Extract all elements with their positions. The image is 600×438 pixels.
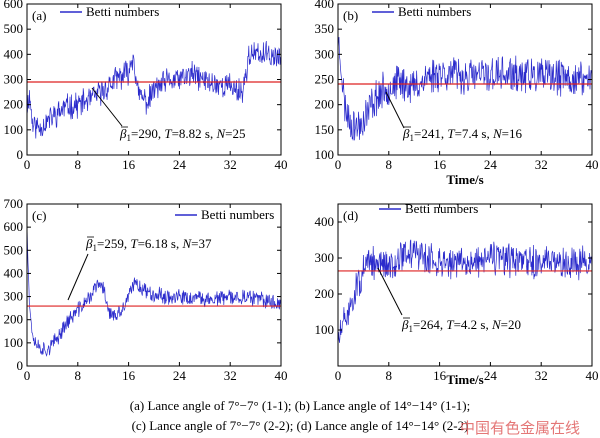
- x-tick-label: 16: [122, 368, 136, 383]
- x-tick-label: 16: [433, 157, 447, 172]
- annotation-arrow: [67, 253, 89, 301]
- y-tick-label: 300: [315, 250, 335, 265]
- y-tick-label: 500: [4, 21, 24, 36]
- plot-frame: [26, 203, 282, 367]
- chart-panel-d: 0 8 16 24 32 40 100 200 300 400 (d) Betti numbers Ti…: [315, 201, 599, 387]
- y-tick-label: 700: [4, 196, 24, 211]
- y-tick-label: 500: [4, 242, 24, 257]
- x-tick-label: 8: [75, 368, 82, 383]
- legend-label: Betti numbers: [398, 4, 471, 19]
- series-betti-numbers: [27, 225, 281, 357]
- annotation-arrow: [91, 87, 123, 127]
- annotation-text: β1=290, T=8.82 s, N=25: [119, 126, 245, 143]
- panel-label: (a): [32, 8, 46, 23]
- watermark-text: 中国有色金属在线: [460, 419, 581, 437]
- series-betti-numbers: [338, 36, 592, 141]
- x-tick-label: 24: [484, 157, 498, 172]
- caption-line-1: (a) Lance angle of 7°−7° (1-1); (b) Lanc…: [129, 398, 471, 413]
- x-axis-label: Time/s: [446, 172, 483, 187]
- y-tick-label: 150: [315, 122, 335, 137]
- y-tick-label: 200: [315, 286, 335, 301]
- y-tick-label: 100: [315, 322, 335, 337]
- x-tick-label: 0: [335, 368, 342, 383]
- panel-label: (c): [32, 208, 46, 223]
- y-tick-label: 200: [4, 312, 24, 327]
- y-tick-label: 300: [4, 289, 24, 304]
- legend-label: Betti numbers: [405, 201, 478, 216]
- annotation-arrow: [377, 267, 403, 316]
- y-tick-label: 250: [315, 72, 335, 87]
- y-tick-label: 400: [4, 46, 24, 61]
- panel-label: (b): [343, 8, 358, 23]
- y-tick-label: 600: [4, 219, 24, 234]
- x-tick-label: 40: [275, 368, 288, 383]
- x-tick-label: 40: [586, 157, 599, 172]
- y-tick-label: 600: [4, 0, 24, 11]
- x-tick-label: 32: [535, 157, 548, 172]
- annotation-text: β1=259, T=6.18 s, N=37: [85, 236, 212, 253]
- x-tick-label: 8: [75, 157, 82, 172]
- x-tick-label: 32: [224, 368, 237, 383]
- legend-label: Betti numbers: [86, 4, 159, 19]
- x-tick-label: 24: [173, 368, 187, 383]
- x-tick-label: 0: [24, 368, 31, 383]
- x-tick-label: 16: [122, 157, 136, 172]
- x-tick-label: 8: [386, 368, 393, 383]
- y-tick-label: 100: [315, 147, 335, 162]
- x-tick-label: 24: [173, 157, 187, 172]
- y-tick-label: 400: [315, 0, 335, 11]
- x-tick-label: 32: [535, 368, 548, 383]
- y-tick-label: 0: [17, 147, 24, 162]
- plot-frame: [337, 203, 593, 367]
- series-betti-numbers: [338, 239, 592, 345]
- x-tick-label: 40: [275, 157, 288, 172]
- series-betti-numbers: [27, 40, 281, 139]
- x-tick-label: 40: [586, 368, 599, 383]
- annotation-text: β1=264, T=4.2 s, N=20: [401, 317, 521, 334]
- x-tick-label: 0: [335, 157, 342, 172]
- y-tick-label: 350: [315, 21, 335, 36]
- y-tick-label: 100: [4, 122, 24, 137]
- y-tick-label: 200: [4, 97, 24, 112]
- y-tick-label: 100: [4, 335, 24, 350]
- caption-line-2: (c) Lance angle of 7°−7° (2-2); (d) Lanc…: [131, 418, 469, 433]
- annotation-text: β1=241, T=7.4 s, N=16: [402, 126, 522, 143]
- annotation-arrow: [385, 91, 405, 129]
- x-tick-label: 32: [224, 157, 237, 172]
- x-tick-label: 8: [386, 157, 393, 172]
- panel-label: (d): [343, 208, 358, 223]
- y-tick-label: 300: [4, 72, 24, 87]
- chart-panel-b: 0 8 16 24 32 40 100 150 200 250 300 350 400 (b) Betti …: [315, 0, 599, 187]
- x-tick-label: 16: [433, 368, 447, 383]
- y-tick-label: 400: [315, 214, 335, 229]
- y-tick-label: 200: [315, 97, 335, 112]
- y-tick-label: 300: [315, 46, 335, 61]
- x-tick-label: 24: [484, 368, 498, 383]
- y-tick-label: 400: [4, 265, 24, 280]
- legend-label: Betti numbers: [201, 207, 274, 222]
- x-tick-label: 0: [24, 157, 31, 172]
- x-axis-label: Time/s: [446, 372, 483, 387]
- y-tick-label: 0: [17, 358, 24, 373]
